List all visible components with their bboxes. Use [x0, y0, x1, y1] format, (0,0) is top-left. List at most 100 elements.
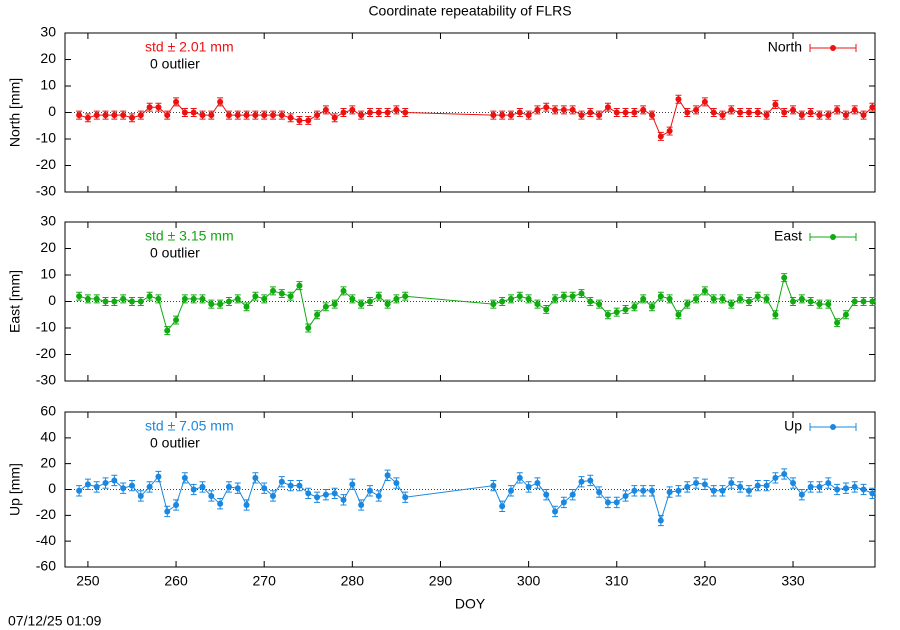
point	[199, 295, 206, 302]
point	[596, 112, 603, 119]
point	[190, 295, 197, 302]
point	[340, 109, 347, 116]
point	[93, 295, 100, 302]
point	[278, 478, 285, 485]
point	[851, 106, 858, 113]
point	[261, 485, 268, 492]
point	[128, 482, 135, 489]
point	[543, 491, 550, 498]
annotation: std ± 7.05 mm	[145, 418, 234, 434]
y-tick-label: 10	[40, 77, 56, 93]
note: 0 outlier	[150, 245, 200, 261]
point	[860, 112, 867, 119]
point	[613, 109, 620, 116]
point	[181, 295, 188, 302]
point	[622, 492, 629, 499]
point	[534, 106, 541, 113]
point	[375, 109, 382, 116]
point	[710, 295, 717, 302]
point	[358, 502, 365, 508]
point	[807, 109, 814, 116]
y-tick-label: 30	[40, 213, 56, 229]
y-tick-label: -10	[36, 130, 56, 146]
point	[146, 483, 153, 490]
point	[807, 298, 814, 305]
point	[234, 295, 241, 302]
point	[798, 112, 805, 119]
point	[666, 295, 673, 302]
y-tick-label: 20	[40, 50, 56, 66]
point	[745, 298, 752, 305]
point	[737, 109, 744, 116]
point	[790, 480, 797, 487]
note: 0 outlier	[150, 435, 200, 451]
point	[745, 487, 752, 494]
point	[596, 301, 603, 308]
point	[102, 298, 109, 305]
point	[622, 306, 629, 313]
point	[93, 112, 100, 119]
point	[208, 112, 215, 119]
point	[640, 295, 647, 302]
point	[860, 486, 867, 493]
legend-marker	[830, 424, 836, 430]
point	[640, 106, 647, 113]
point	[701, 98, 708, 105]
timestamp: 07/12/25 01:09	[8, 613, 102, 629]
point	[181, 109, 188, 116]
point	[499, 298, 506, 305]
point	[111, 298, 118, 305]
point	[384, 472, 391, 479]
point	[349, 295, 356, 302]
point	[587, 109, 594, 116]
point	[851, 298, 858, 305]
point	[790, 298, 797, 305]
point	[314, 311, 321, 318]
point	[693, 480, 700, 487]
point	[842, 112, 849, 119]
point	[146, 104, 153, 111]
point	[781, 471, 788, 477]
point	[701, 287, 708, 294]
point	[111, 112, 118, 119]
x-tick-label: 320	[693, 573, 717, 589]
point	[754, 109, 761, 116]
point	[137, 492, 144, 499]
point	[631, 303, 638, 310]
point	[657, 133, 664, 140]
point	[278, 290, 285, 297]
point	[358, 301, 365, 308]
point	[552, 508, 559, 515]
point	[173, 502, 180, 508]
point	[111, 477, 118, 484]
x-axis-title: DOY	[455, 596, 486, 612]
point	[640, 487, 647, 494]
y-tick-label: -30	[36, 183, 56, 199]
point	[76, 293, 83, 300]
point	[243, 502, 250, 508]
point	[578, 290, 585, 297]
point	[322, 303, 329, 310]
point	[649, 112, 656, 119]
point	[155, 295, 162, 302]
point	[164, 112, 171, 119]
point	[507, 112, 514, 119]
point	[516, 109, 523, 116]
point	[490, 482, 497, 489]
point	[578, 478, 585, 485]
legend-label: North	[768, 39, 802, 55]
point	[596, 489, 603, 496]
point	[869, 298, 876, 305]
point	[305, 325, 312, 331]
point	[366, 487, 373, 494]
point	[754, 293, 761, 300]
point	[270, 112, 277, 119]
point	[534, 480, 541, 487]
point	[657, 517, 664, 524]
point	[252, 293, 259, 300]
point	[728, 301, 735, 308]
point	[358, 112, 365, 119]
y-tick-label: 0	[48, 292, 56, 308]
x-tick-label: 270	[253, 573, 277, 589]
